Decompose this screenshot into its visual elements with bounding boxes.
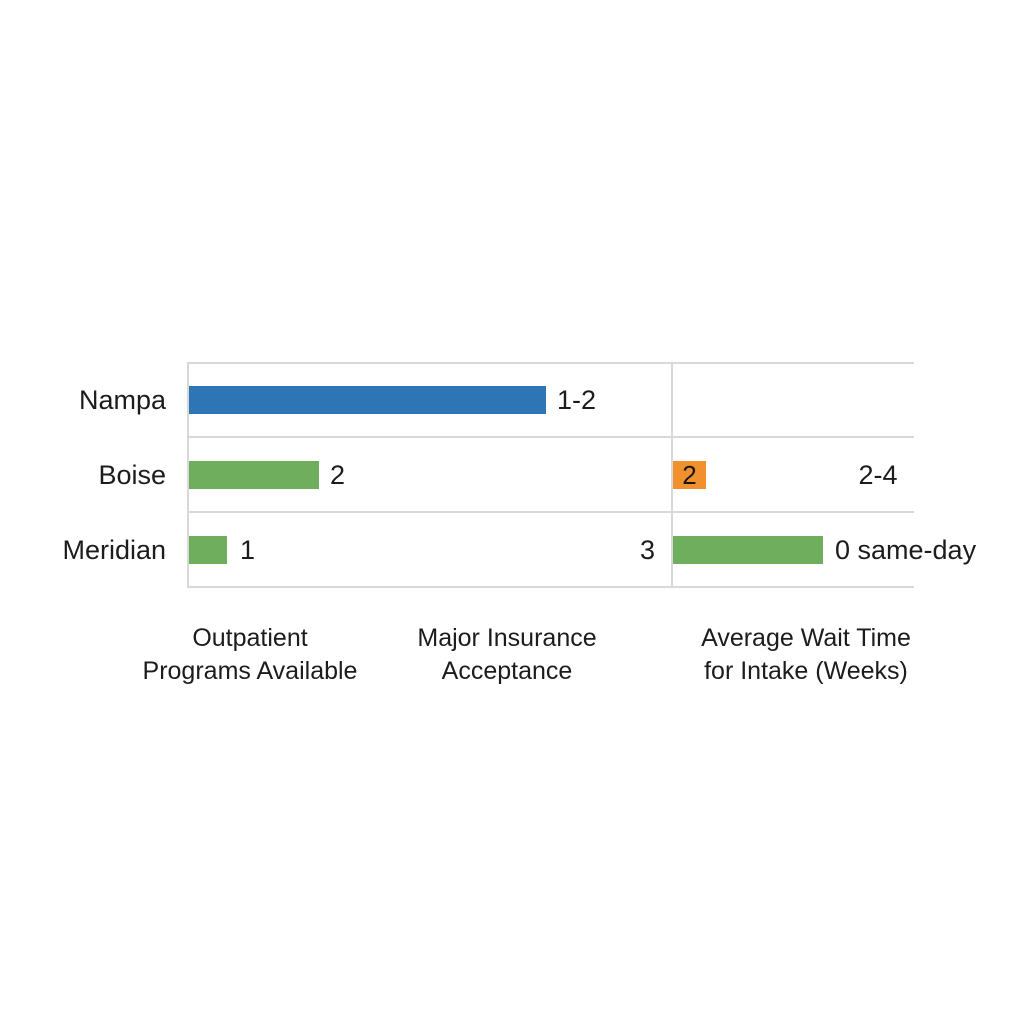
value-label-nampa-outpatient: 1-2 <box>557 385 597 415</box>
value-label-boise-wait-inside: 2 <box>682 459 697 490</box>
column-label-line: Average Wait Time <box>701 624 911 652</box>
column-label-line: Major Insurance <box>417 624 597 652</box>
row-label-nampa: Nampa <box>78 385 166 415</box>
column-label-outpatient-programs: Outpatient Programs Available <box>100 622 400 688</box>
column-label-wait-time: Average Wait Time for Intake (Weeks) <box>656 622 956 688</box>
value-label-meridian-outpatient: 1 <box>240 535 256 565</box>
value-label-boise-outpatient: 2 <box>330 460 346 490</box>
gridline-top <box>187 362 914 364</box>
row-label-boise: Boise <box>98 460 166 490</box>
column-label-line: Acceptance <box>441 657 573 685</box>
gridline-row2 <box>187 511 914 513</box>
column-label-line: Outpatient <box>192 624 308 652</box>
row-label-meridian: Meridian <box>62 535 166 565</box>
bar-nampa-outpatient <box>189 386 546 414</box>
bar-meridian-outpatient <box>189 536 227 564</box>
gridline-bottom <box>187 586 914 588</box>
bar-boise-wait: 2 <box>673 459 706 490</box>
gridline-vertical-mid <box>671 362 673 588</box>
column-label-line: Programs Available <box>142 657 358 685</box>
value-label-meridian-wait: 0 same-day <box>835 535 977 565</box>
column-label-insurance-acceptance: Major Insurance Acceptance <box>357 622 657 688</box>
column-label-line: for Intake (Weeks) <box>704 657 908 685</box>
axis-left-border <box>187 362 189 588</box>
gridline-row1 <box>187 436 914 438</box>
bar-meridian-wait <box>673 536 823 564</box>
value-label-meridian-insurance: 3 <box>639 535 655 565</box>
value-label-boise-wait-range: 2-4 <box>858 460 898 490</box>
bar-boise-outpatient <box>189 461 319 489</box>
